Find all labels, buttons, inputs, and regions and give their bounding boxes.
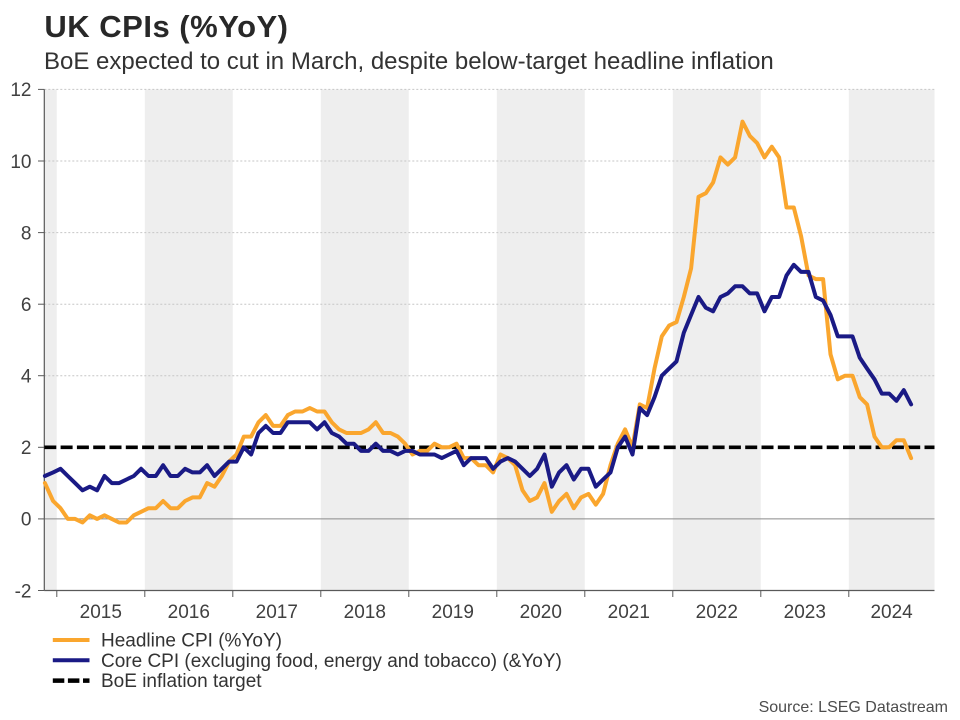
svg-text:Headline CPI (%YoY): Headline CPI (%YoY) [101,631,282,652]
svg-text:2019: 2019 [432,602,474,623]
svg-text:2018: 2018 [344,602,386,623]
svg-text:2020: 2020 [520,602,562,623]
svg-text:2021: 2021 [608,602,650,623]
svg-text:Core CPI (excluging food, ener: Core CPI (excluging food, energy and tob… [101,651,562,672]
svg-text:0: 0 [21,510,32,531]
svg-text:2017: 2017 [256,602,298,623]
svg-text:Source: LSEG Datastream: Source: LSEG Datastream [759,699,948,716]
svg-text:8: 8 [21,223,32,244]
svg-text:BoE inflation target: BoE inflation target [101,671,262,692]
svg-text:-2: -2 [15,581,32,602]
svg-text:6: 6 [21,295,32,316]
svg-text:2024: 2024 [870,602,913,623]
svg-text:12: 12 [10,80,31,101]
svg-text:2015: 2015 [80,602,122,623]
svg-text:2023: 2023 [784,602,826,623]
svg-text:2: 2 [21,438,32,459]
svg-text:4: 4 [21,367,32,388]
svg-text:2022: 2022 [696,602,738,623]
svg-text:10: 10 [10,152,31,173]
svg-text:2016: 2016 [168,602,210,623]
